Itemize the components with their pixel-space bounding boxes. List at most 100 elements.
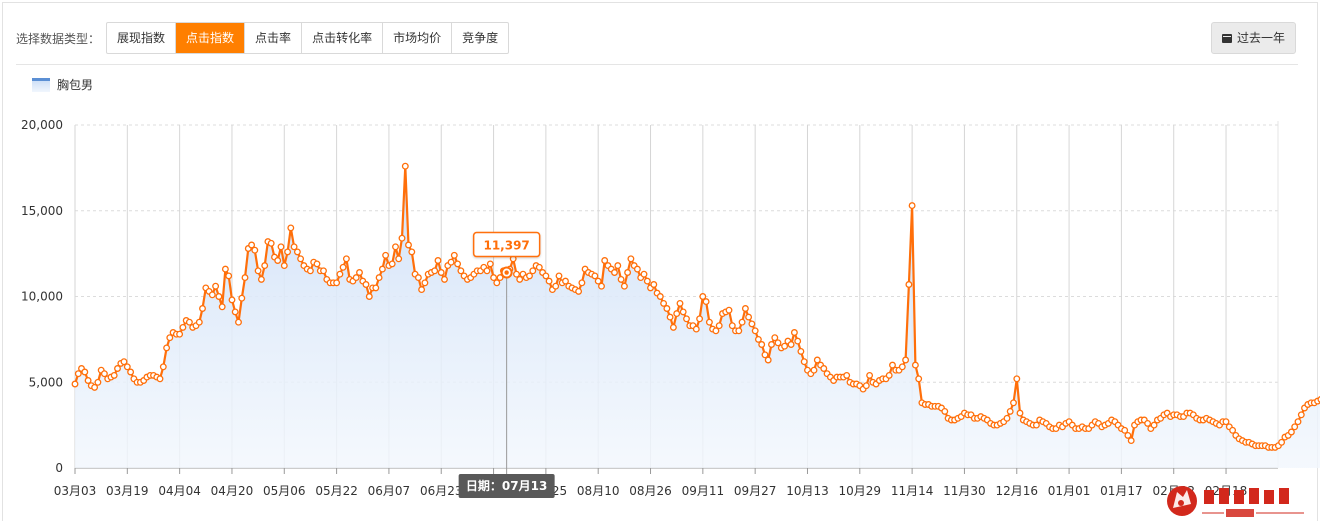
data-point[interactable] — [257, 275, 265, 283]
data-point[interactable] — [1010, 399, 1017, 407]
data-point[interactable] — [676, 299, 684, 307]
data-point[interactable] — [715, 322, 723, 330]
data-point[interactable] — [185, 318, 193, 326]
data-point[interactable] — [562, 277, 569, 285]
data-point[interactable] — [611, 269, 618, 276]
data-point[interactable] — [771, 334, 779, 342]
data-point[interactable] — [208, 291, 216, 299]
data-point[interactable] — [1297, 411, 1305, 419]
data-point[interactable] — [388, 260, 396, 268]
data-point[interactable] — [434, 257, 442, 264]
data-point[interactable] — [284, 248, 292, 256]
data-point[interactable] — [91, 383, 99, 391]
data-point[interactable] — [692, 325, 700, 333]
data-point[interactable] — [336, 270, 344, 278]
data-point[interactable] — [1222, 418, 1230, 426]
data-point[interactable] — [120, 358, 128, 366]
data-point[interactable] — [277, 243, 285, 251]
data-point[interactable] — [797, 347, 805, 355]
data-point[interactable] — [1150, 421, 1158, 429]
data-point[interactable] — [1144, 419, 1152, 427]
data-point[interactable] — [915, 375, 923, 383]
data-point[interactable] — [496, 274, 504, 282]
data-point[interactable] — [287, 224, 295, 232]
data-point[interactable] — [221, 265, 229, 273]
data-point[interactable] — [195, 318, 203, 326]
data-point[interactable] — [911, 361, 919, 369]
data-point[interactable] — [745, 313, 753, 321]
data-point[interactable] — [781, 342, 789, 350]
data-point[interactable] — [758, 341, 766, 348]
data-point[interactable] — [627, 255, 635, 263]
data-point[interactable] — [535, 263, 543, 271]
data-point[interactable] — [81, 368, 89, 376]
data-point[interactable] — [493, 279, 501, 287]
data-point[interactable] — [813, 356, 821, 364]
data-point[interactable] — [490, 274, 498, 282]
data-point[interactable] — [702, 298, 710, 306]
data-point[interactable] — [375, 274, 383, 282]
data-point[interactable] — [297, 255, 305, 263]
data-point[interactable] — [248, 241, 256, 249]
data-point[interactable] — [529, 267, 537, 275]
data-point[interactable] — [378, 265, 386, 273]
data-point[interactable] — [598, 282, 605, 290]
data-point[interactable] — [660, 299, 668, 307]
data-point[interactable] — [741, 305, 749, 312]
data-point[interactable] — [71, 380, 79, 388]
data-point[interactable] — [159, 363, 167, 371]
data-point[interactable] — [418, 286, 426, 294]
data-point[interactable] — [591, 272, 599, 280]
data-point[interactable] — [820, 365, 828, 372]
data-point[interactable] — [441, 275, 448, 283]
data-point[interactable] — [84, 377, 92, 384]
data-point[interactable] — [751, 327, 759, 335]
data-point[interactable] — [127, 368, 135, 376]
data-point[interactable] — [748, 320, 756, 328]
data-point[interactable] — [1127, 437, 1135, 445]
data-point[interactable] — [738, 318, 746, 326]
data-point[interactable] — [450, 251, 458, 259]
data-point[interactable] — [261, 262, 269, 270]
data-point[interactable] — [241, 274, 249, 282]
data-point[interactable] — [764, 356, 772, 364]
data-point[interactable] — [1294, 418, 1302, 426]
data-point[interactable] — [431, 267, 439, 275]
data-point[interactable] — [862, 382, 870, 390]
data-point[interactable] — [754, 335, 762, 343]
data-point[interactable] — [401, 162, 409, 170]
data-point[interactable] — [699, 293, 707, 300]
data-point[interactable] — [774, 339, 782, 347]
data-point[interactable] — [705, 318, 713, 326]
data-point[interactable] — [1229, 426, 1237, 434]
data-point[interactable] — [594, 277, 602, 285]
data-point[interactable] — [761, 351, 769, 359]
data-point[interactable] — [516, 275, 524, 283]
data-point[interactable] — [696, 315, 704, 323]
data-point[interactable] — [212, 282, 220, 290]
data-point[interactable] — [1278, 438, 1286, 446]
data-point[interactable] — [365, 293, 373, 300]
data-point[interactable] — [166, 334, 174, 342]
data-point[interactable] — [790, 329, 798, 336]
data-point[interactable] — [483, 267, 491, 275]
data-point[interactable] — [395, 255, 403, 263]
data-point[interactable] — [1003, 414, 1011, 422]
tab-click-rate[interactable]: 点击率 — [245, 23, 303, 53]
data-point[interactable] — [941, 407, 949, 415]
data-point[interactable] — [650, 281, 658, 288]
data-point[interactable] — [392, 243, 399, 251]
data-point[interactable] — [555, 272, 563, 280]
data-point[interactable] — [372, 284, 380, 292]
data-point[interactable] — [454, 260, 462, 268]
data-point[interactable] — [908, 202, 916, 210]
data-point[interactable] — [526, 272, 533, 280]
data-point[interactable] — [1121, 426, 1129, 434]
data-point[interactable] — [333, 279, 341, 287]
tab-competition[interactable]: 竞争度 — [462, 31, 499, 45]
data-point[interactable] — [274, 257, 282, 264]
data-point[interactable] — [843, 371, 851, 379]
data-point[interactable] — [421, 279, 429, 287]
data-point[interactable] — [575, 287, 583, 295]
